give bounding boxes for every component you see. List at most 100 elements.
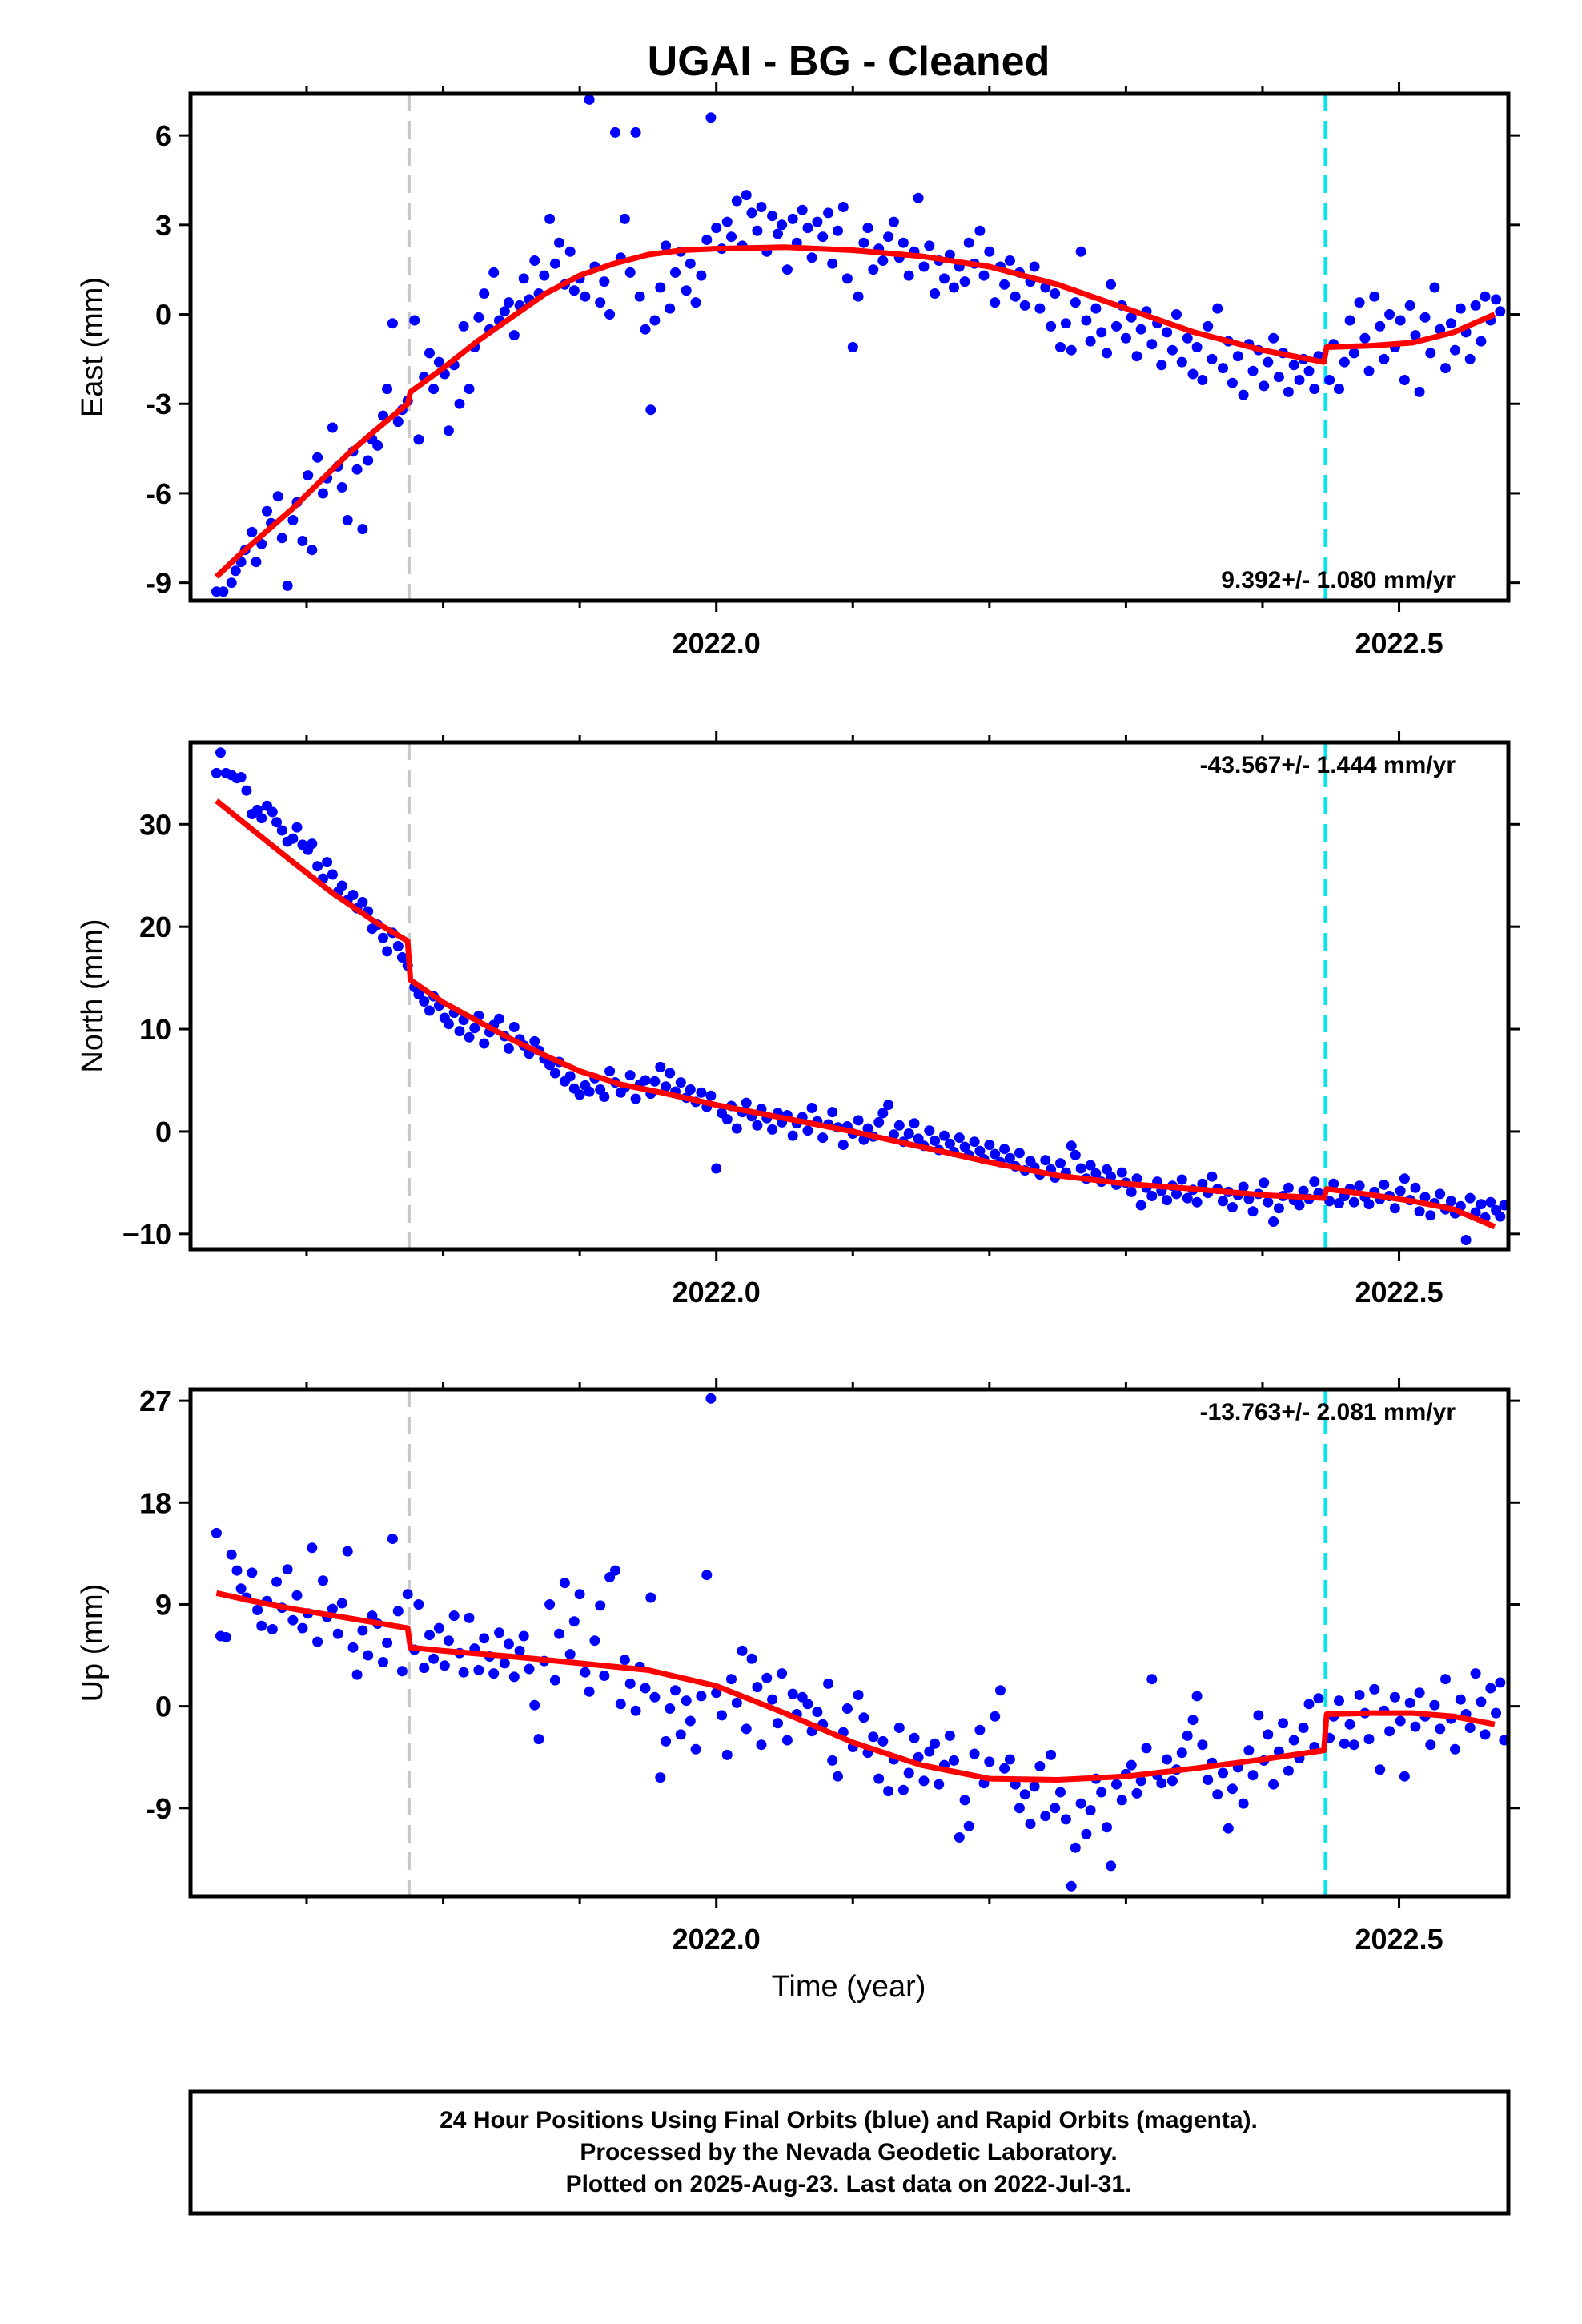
data-point <box>1176 356 1187 368</box>
data-point <box>984 1140 995 1151</box>
data-point <box>1106 1860 1117 1872</box>
chart-panel-east: -9 -6 -3 0 3 6 2022.0 2022.5 East (mm) 9.392+/- 1… <box>76 82 1520 660</box>
data-point <box>841 273 853 284</box>
data-point <box>584 1086 595 1097</box>
data-point <box>665 1703 676 1714</box>
data-point <box>443 1635 454 1647</box>
data-point <box>458 320 469 332</box>
data-point <box>1146 1191 1158 1201</box>
data-point <box>731 1697 742 1708</box>
data-point <box>327 422 338 433</box>
data-point <box>665 1068 676 1079</box>
data-point <box>1176 1747 1187 1759</box>
data-point <box>336 482 347 493</box>
data-point <box>1162 1195 1173 1206</box>
y-tick-label: 6 <box>155 119 171 152</box>
data-point <box>1298 1723 1309 1733</box>
data-point <box>1014 1148 1025 1159</box>
data-point <box>924 1125 935 1136</box>
data-point <box>357 524 368 535</box>
data-point <box>1014 1803 1025 1814</box>
data-point <box>1445 1196 1456 1207</box>
y-tick-label: -6 <box>146 477 171 510</box>
data-point <box>853 1115 864 1126</box>
data-point <box>318 488 328 499</box>
rate-label: -13.763+/- 2.081 mm/yr <box>1200 1399 1456 1425</box>
data-point <box>812 216 823 227</box>
data-point <box>464 384 475 395</box>
data-point <box>1309 1176 1320 1188</box>
data-point <box>624 1070 636 1081</box>
data-point <box>1238 1798 1249 1809</box>
data-point <box>297 536 308 546</box>
data-point <box>1090 1168 1102 1179</box>
data-point <box>954 1132 965 1144</box>
y-tick-label: 0 <box>155 299 171 332</box>
data-point <box>1171 309 1182 320</box>
data-point <box>580 291 591 302</box>
data-point <box>963 237 974 248</box>
data-point <box>595 1600 606 1611</box>
data-point <box>1499 1200 1508 1211</box>
data-point <box>670 267 681 278</box>
data-point <box>1102 348 1112 359</box>
data-point <box>939 273 950 284</box>
data-point <box>649 1076 661 1087</box>
data-point <box>877 1735 889 1747</box>
data-point <box>322 857 333 868</box>
data-point <box>508 330 520 341</box>
data-point <box>357 1625 368 1636</box>
data-point <box>1480 1729 1491 1740</box>
data-point <box>877 1108 889 1119</box>
data-point <box>1111 320 1122 332</box>
data-point <box>544 213 556 224</box>
footer-line-orbits: 24 Hour Positions Using Final Orbits (bl… <box>440 2107 1258 2133</box>
data-point <box>1369 1683 1380 1695</box>
data-point <box>1212 1789 1223 1800</box>
data-point <box>559 1578 570 1589</box>
data-point <box>1485 1196 1496 1208</box>
data-point <box>802 1699 813 1710</box>
data-point <box>737 1645 748 1656</box>
data-point <box>1455 1694 1466 1705</box>
data-point <box>717 1710 727 1721</box>
data-point <box>963 1820 974 1831</box>
data-point <box>752 1120 763 1131</box>
data-point <box>1410 330 1421 341</box>
data-point <box>1263 1196 1274 1208</box>
data-point <box>1440 1674 1451 1685</box>
data-point <box>424 348 435 359</box>
data-point <box>1135 1200 1146 1211</box>
data-point <box>696 270 707 281</box>
data-point <box>1294 1200 1305 1211</box>
data-point <box>1070 297 1081 308</box>
data-point <box>1218 363 1228 374</box>
data-point <box>312 861 323 872</box>
data-point <box>1354 297 1365 308</box>
data-point <box>959 276 970 287</box>
data-point <box>297 1622 308 1634</box>
data-point <box>610 127 620 138</box>
data-point <box>630 127 641 138</box>
data-point <box>1247 365 1259 376</box>
x-tick-label: 2022.0 <box>673 1923 761 1956</box>
data-point <box>226 1549 237 1560</box>
data-point <box>731 195 742 207</box>
data-point <box>903 1767 914 1779</box>
data-point <box>448 1610 460 1622</box>
x-tick-label: 2022.0 <box>673 627 761 660</box>
data-point <box>1197 1739 1208 1751</box>
data-point <box>833 225 843 236</box>
data-point <box>1379 1179 1390 1190</box>
data-point <box>473 1664 484 1675</box>
data-point <box>1197 1178 1208 1189</box>
data-point <box>424 1005 435 1016</box>
data-point <box>252 1605 263 1615</box>
data-point <box>1464 353 1476 364</box>
data-point <box>262 505 272 517</box>
data-point <box>580 1667 591 1678</box>
data-point <box>1004 1754 1015 1765</box>
data-point <box>655 1772 666 1783</box>
data-point <box>554 237 564 248</box>
data-point <box>419 1663 430 1674</box>
